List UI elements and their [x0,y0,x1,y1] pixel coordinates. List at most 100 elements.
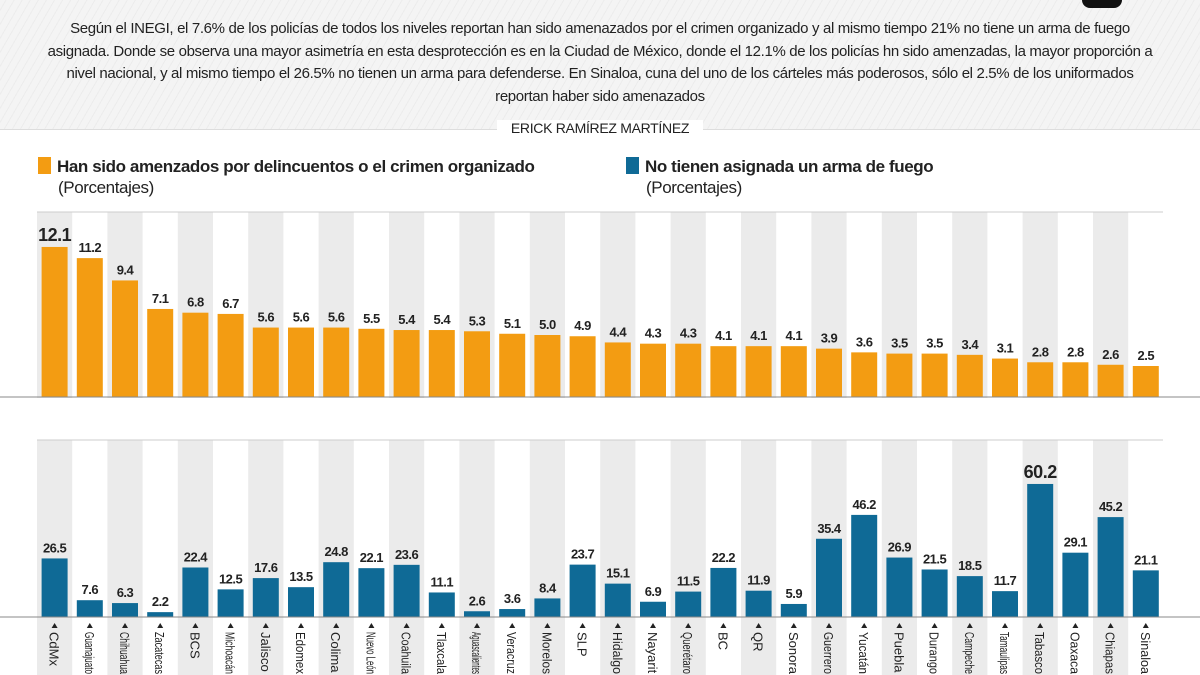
bar-unarmed [851,514,878,617]
bar-unarmed [147,612,174,617]
legend-unarmed: No tienen asignada un arma de fuego (Por… [626,156,934,198]
arrow-up-icon [826,623,832,628]
legend-swatch-blue [626,157,639,174]
data-label: 22.1 [360,550,384,565]
arrow-up-icon [614,623,621,628]
category-label: BC [715,632,730,650]
arrow-up-icon [790,623,797,628]
category-label: Aguascalientes [469,632,484,674]
bar-unarmed [534,598,561,617]
category-label: Edomex [293,632,308,674]
bar-unarmed [640,601,666,617]
legend-threatened: Han sido amenzados por delincuentos o el… [38,156,535,198]
data-label: 29.1 [1064,535,1088,550]
data-label: 13.5 [289,569,313,584]
data-label: 7.1 [152,291,169,306]
bar-threatened [675,343,702,397]
arrow-up-icon [931,623,938,628]
category-label: Veracruz [504,632,519,674]
column-band [177,440,213,675]
category-label: Coahuila [399,632,414,675]
bar-threatened [956,354,983,397]
data-label: 5.4 [398,312,416,327]
bar-unarmed [76,600,103,617]
category-label: Colima [328,632,343,673]
column-band [107,440,143,675]
category-label: Oaxaca [1067,632,1082,675]
category-label: Hidalgo [610,632,625,674]
bar-threatened [428,330,455,397]
arrow-up-icon [720,623,727,628]
data-label: 21.5 [923,551,947,566]
category-label: Jalisco [258,632,273,672]
data-label: 6.8 [187,295,204,310]
category-label: Tlaxcala [434,632,449,675]
data-label: 12.5 [219,571,243,586]
column-band [881,440,917,675]
data-label: 5.4 [434,312,452,327]
bar-unarmed [992,591,1018,617]
arrow-up-icon [368,623,375,628]
category-label: Tamaulipas [997,632,1012,674]
bar-unarmed [1132,570,1159,617]
data-label: 5.6 [293,310,310,325]
data-label: 11.2 [79,240,102,255]
category-label: Zacatecas [152,632,167,674]
data-label: 6.9 [645,584,662,599]
column-band [318,440,354,675]
data-label: 6.3 [117,585,134,600]
data-label: 23.7 [571,547,595,562]
arrow-up-icon [403,623,410,628]
column-band [459,440,495,675]
column-band [37,440,73,675]
arrow-up-icon [685,623,692,628]
bar-threatened [112,280,138,397]
bar-unarmed [886,557,913,617]
bar-unarmed [675,591,702,617]
data-label: 6.7 [222,296,239,311]
data-label: 2.8 [1032,344,1049,359]
data-label: 21.1 [1134,552,1158,567]
arrow-up-icon [157,623,164,628]
data-label: 3.9 [821,331,838,346]
arrow-up-icon [966,623,973,628]
bar-unarmed [1097,517,1124,617]
bar-threatened [569,336,596,397]
data-label: 12.1 [38,225,72,245]
bar-threatened [217,313,244,397]
bar-unarmed [217,589,244,617]
bar-unarmed [288,587,314,617]
arrow-up-icon [51,623,58,628]
bar-unarmed [921,569,948,617]
column-band [600,440,636,675]
column-band [529,440,565,675]
bar-unarmed [428,592,455,617]
bar-unarmed [780,603,807,617]
legend-label: Han sido amenzados por delincuentos o el… [57,157,535,176]
bar-unarmed [816,538,842,617]
bar-threatened [288,327,314,397]
data-label: 26.9 [888,540,912,555]
category-label: Nayarit [645,632,660,674]
data-label: 4.9 [574,318,591,333]
bar-threatened [323,327,350,397]
data-label: 7.6 [82,582,99,597]
bar-unarmed [604,583,631,617]
data-label: 15.1 [606,566,630,581]
bar-unarmed [1062,552,1089,617]
bar-unarmed [41,558,68,617]
bar-unarmed [464,611,490,617]
bar-unarmed [1027,483,1054,617]
data-label: 3.5 [926,336,943,351]
data-label: 4.3 [680,326,697,341]
data-label: 4.1 [715,328,732,343]
category-label: Guanajuato [82,632,97,674]
bar-unarmed [182,567,209,617]
arrow-up-icon [544,623,551,628]
data-label: 45.2 [1099,499,1123,514]
arrow-up-icon [262,623,269,628]
bar-threatened [182,312,209,397]
bar-unarmed [745,590,772,617]
arrow-up-icon [1142,623,1149,628]
